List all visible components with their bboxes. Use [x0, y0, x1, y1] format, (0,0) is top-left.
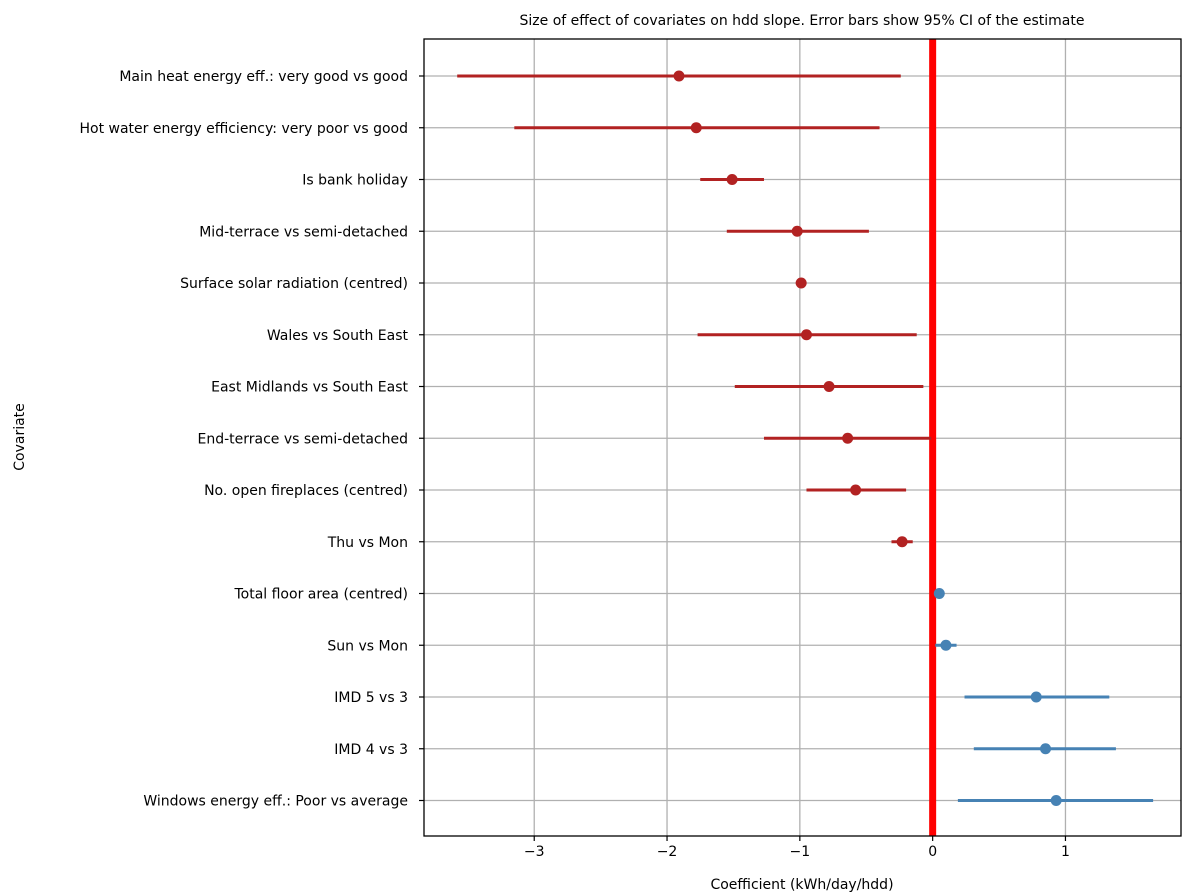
x-tick-label: 1: [1061, 844, 1070, 860]
estimate-point: [726, 174, 738, 185]
y-tick-label: End-terrace vs semi-detached: [197, 431, 408, 447]
x-tick-label: −1: [790, 844, 811, 860]
estimate-point: [673, 70, 685, 82]
y-tick-label: Windows energy eff.: Poor vs average: [143, 794, 408, 810]
x-axis-title: Coefficient (kWh/day/hdd): [710, 877, 893, 893]
estimate-point: [1050, 795, 1062, 806]
y-axis-title: Covariate: [12, 403, 28, 471]
y-tick-label: Is bank holiday: [302, 173, 408, 189]
estimate-point: [795, 277, 807, 289]
y-tick-label: Main heat energy eff.: very good vs good: [119, 69, 408, 85]
estimate-point: [1040, 743, 1052, 755]
x-tick-label: −2: [657, 844, 678, 860]
y-tick-label: Surface solar radiation (centred): [180, 276, 408, 292]
x-tick-label: −3: [524, 844, 545, 860]
estimate-point: [800, 329, 812, 341]
y-tick-label: Wales vs South East: [267, 328, 409, 344]
estimate-point: [823, 381, 835, 392]
marks-layer: [457, 70, 1154, 806]
y-tick-label: IMD 4 vs 3: [334, 742, 408, 758]
estimate-point: [690, 122, 702, 134]
y-tick-label: Mid-terrace vs semi-detached: [199, 224, 408, 240]
x-tick-label: 0: [928, 844, 937, 860]
estimate-point: [896, 536, 908, 548]
estimate-point: [940, 639, 952, 651]
ticks-layer: −3 −2 −1 0 1 Main heat energy eff.: very good…: [79, 69, 1069, 860]
estimate-point: [850, 484, 862, 496]
estimate-point: [933, 588, 945, 599]
plot-frame: [423, 38, 1182, 837]
y-tick-label: Hot water energy efficiency: very poor v…: [79, 121, 408, 137]
y-tick-label: Sun vs Mon: [327, 638, 408, 654]
estimate-point: [791, 225, 803, 237]
chart-title: Size of effect of covariates on hdd slop…: [520, 13, 1085, 29]
y-tick-label: IMD 5 vs 3: [334, 690, 408, 706]
estimate-point: [842, 432, 854, 444]
y-tick-label: Total floor area (centred): [233, 587, 408, 603]
estimate-point: [1030, 691, 1042, 703]
y-tick-label: Thu vs Mon: [327, 535, 408, 551]
y-tick-label: No. open fireplaces (centred): [204, 483, 408, 499]
y-tick-label: East Midlands vs South East: [211, 380, 408, 396]
